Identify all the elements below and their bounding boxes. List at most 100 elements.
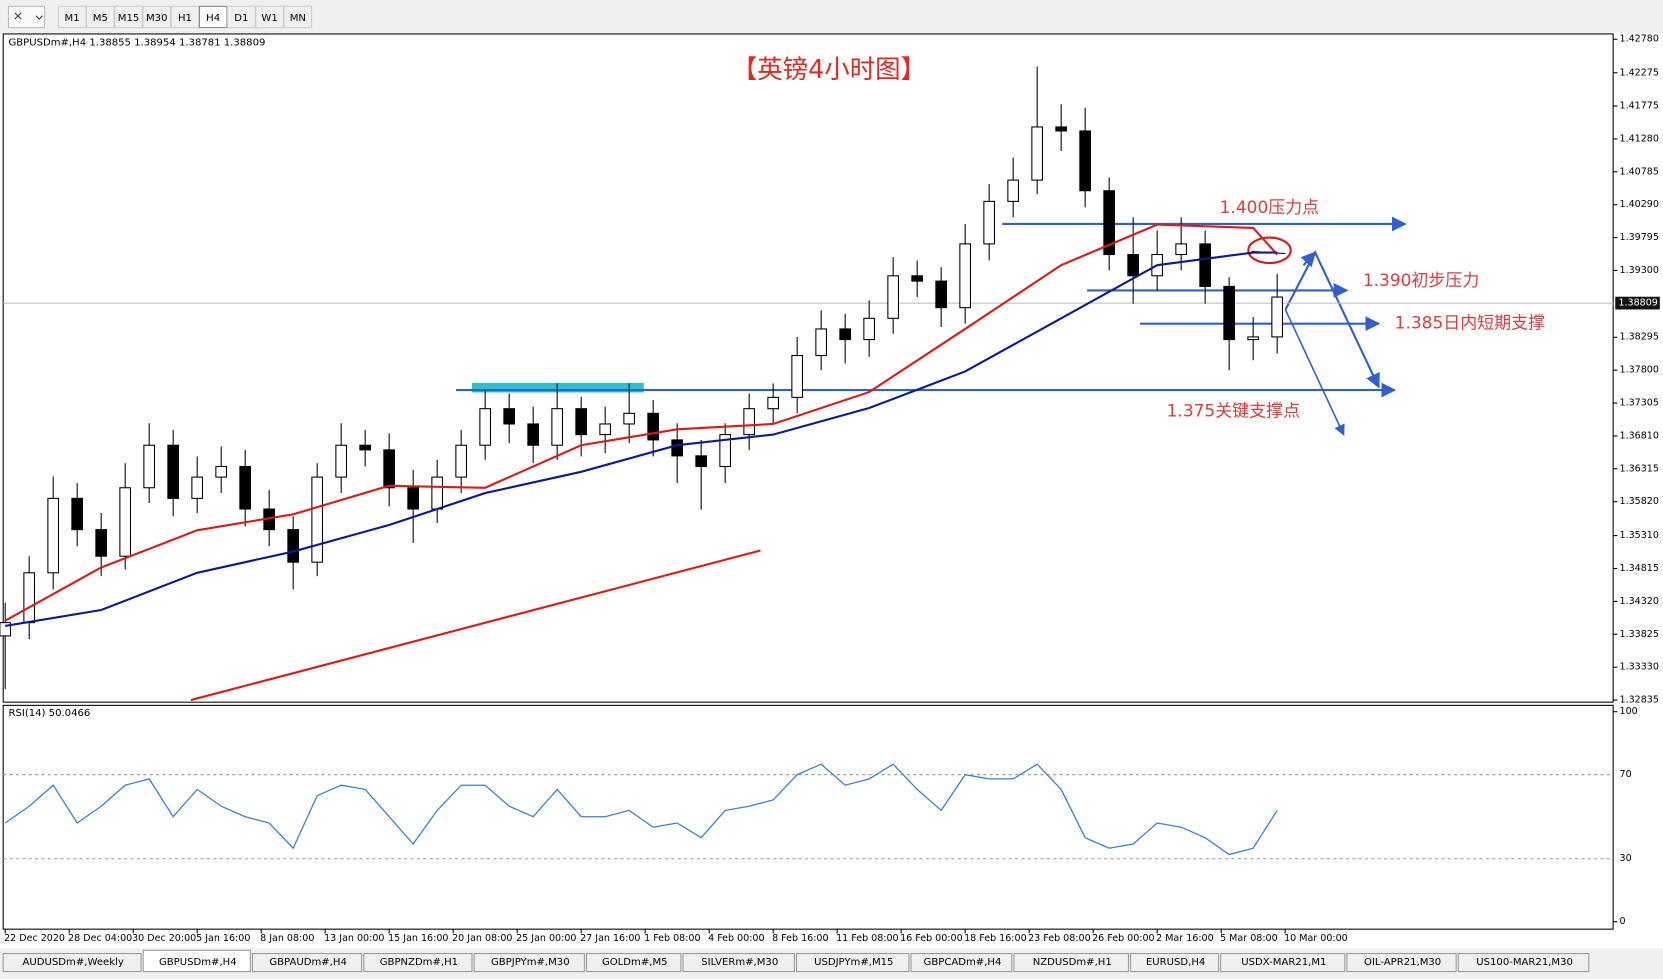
resistance-zone <box>471 382 644 393</box>
symbol-tab[interactable] <box>585 953 682 973</box>
timeframe-button[interactable] <box>114 5 143 29</box>
timeframe-button[interactable] <box>170 5 200 29</box>
candle-body <box>1271 296 1283 338</box>
y-tick-label: 100 <box>1620 706 1638 717</box>
timeframe-label: M1 <box>65 13 80 24</box>
candle-body <box>191 476 204 499</box>
tab-label: NZDUSDm#,H1 <box>1033 957 1112 968</box>
candle-body <box>1007 179 1019 202</box>
symbol-tab[interactable] <box>142 949 251 973</box>
level-label: 1.400压力点 <box>1220 198 1320 218</box>
y-tick-label: 1.42780 <box>1620 34 1659 45</box>
candle-body <box>71 497 84 531</box>
price-panel <box>2 33 1614 703</box>
x-tick-label: 2 Mar 16:00 <box>1156 933 1214 944</box>
y-tick-label: 1.34320 <box>1620 596 1659 607</box>
symbol-tab[interactable] <box>1457 953 1590 973</box>
rsi-line <box>4 763 1278 856</box>
y-tick-label: 1.34815 <box>1620 563 1659 574</box>
symbol-tab[interactable] <box>363 953 473 973</box>
candle-body <box>287 529 300 563</box>
timeframe-label: MN <box>290 13 306 24</box>
symbol-tab[interactable] <box>473 953 585 973</box>
y-tick-label: 0 <box>1620 916 1626 927</box>
timeframe-button[interactable] <box>86 5 115 29</box>
tool-button[interactable] <box>7 5 46 29</box>
x-tick-label: 15 Jan 16:00 <box>388 933 448 944</box>
x-tick-label: 13 Jan 00:00 <box>324 933 384 944</box>
candle-body <box>47 497 60 574</box>
candle-body <box>887 275 899 319</box>
candle-body <box>1031 126 1043 181</box>
rsi-title: RSI(14) 50.0466 <box>8 708 90 719</box>
tab-label: AUDUSDm#,Weekly <box>23 957 124 968</box>
candle-body <box>167 444 180 499</box>
x-tick-label: 18 Feb 16:00 <box>964 933 1027 944</box>
candle-body <box>1175 243 1187 256</box>
x-tick-label: 23 Feb 08:00 <box>1028 933 1091 944</box>
candle-body <box>1127 253 1139 277</box>
y-tick-label: 1.37305 <box>1620 398 1659 409</box>
timeframe-button[interactable] <box>255 5 284 29</box>
candle-body <box>95 529 108 557</box>
candle-body <box>239 465 252 510</box>
timeframe-button[interactable] <box>142 5 172 29</box>
current-price-box <box>1615 296 1660 310</box>
candle-body <box>959 243 971 309</box>
candle-body <box>623 412 636 425</box>
symbol-tab[interactable] <box>1220 953 1346 973</box>
y-tick-label: 1.33330 <box>1620 662 1659 673</box>
x-tick-label: 4 Feb 00:00 <box>708 933 764 944</box>
x-tick-label: 5 Jan 16:00 <box>196 933 250 944</box>
y-tick-label: 1.37800 <box>1620 365 1659 376</box>
x-tick-label: 30 Dec 20:00 <box>132 933 196 944</box>
y-tick-label: 1.36315 <box>1620 463 1659 474</box>
x-tick-label: 28 Dec 04:00 <box>68 933 132 944</box>
candle-body <box>719 434 732 468</box>
x-tick-label: 1 Feb 08:00 <box>644 933 700 944</box>
timeframe-label: H1 <box>178 13 192 24</box>
y-tick-label: 1.40290 <box>1620 199 1659 210</box>
tab-label: GBPCADm#,H4 <box>924 957 1002 968</box>
candle-body <box>551 408 564 446</box>
tab-label: GOLDm#,M5 <box>602 957 668 968</box>
candle-body <box>1103 190 1115 256</box>
symbol-tab[interactable] <box>682 953 795 973</box>
timeframe-button[interactable] <box>227 5 256 29</box>
symbol-tab[interactable] <box>795 953 910 973</box>
x-tick-label: 8 Feb 16:00 <box>772 933 828 944</box>
candle-body <box>23 572 36 624</box>
candle-body <box>0 622 12 637</box>
timeframe-button[interactable] <box>283 5 313 29</box>
moving-average <box>4 223 1278 622</box>
symbol-tab[interactable] <box>1346 953 1457 973</box>
moving-average <box>5 251 1278 628</box>
y-tick-label: 1.41280 <box>1620 133 1659 144</box>
symbol-tab[interactable] <box>251 953 363 973</box>
y-tick-label: 1.32835 <box>1620 695 1659 706</box>
symbol-tab[interactable] <box>2 953 142 973</box>
symbol-tab[interactable] <box>1013 953 1129 973</box>
symbol-tab[interactable] <box>910 953 1013 973</box>
y-tick-label: 1.38295 <box>1620 332 1659 343</box>
forecast-arrow <box>1284 309 1345 436</box>
y-tick-label: 1.33825 <box>1620 629 1659 640</box>
candle-body <box>839 328 851 341</box>
highlight-circle <box>1247 236 1292 265</box>
candle-body <box>1199 243 1211 287</box>
timeframe-button[interactable] <box>57 5 87 29</box>
x-tick-label: 8 Jan 08:00 <box>260 933 314 944</box>
candle-body <box>1247 336 1259 341</box>
candle-body <box>791 354 804 398</box>
candle-body <box>983 200 995 245</box>
tab-label: SILVERm#,M30 <box>701 957 778 968</box>
candle-body <box>815 328 828 357</box>
y-tick-label: 1.39300 <box>1620 265 1659 276</box>
symbol-tab[interactable] <box>1130 953 1220 973</box>
timeframe-button[interactable] <box>198 5 228 29</box>
level-label: 1.390初步压力 <box>1363 271 1479 291</box>
candle-body <box>335 444 348 478</box>
x-tick-label: 25 Jan 00:00 <box>516 933 576 944</box>
candle-body <box>383 449 396 489</box>
